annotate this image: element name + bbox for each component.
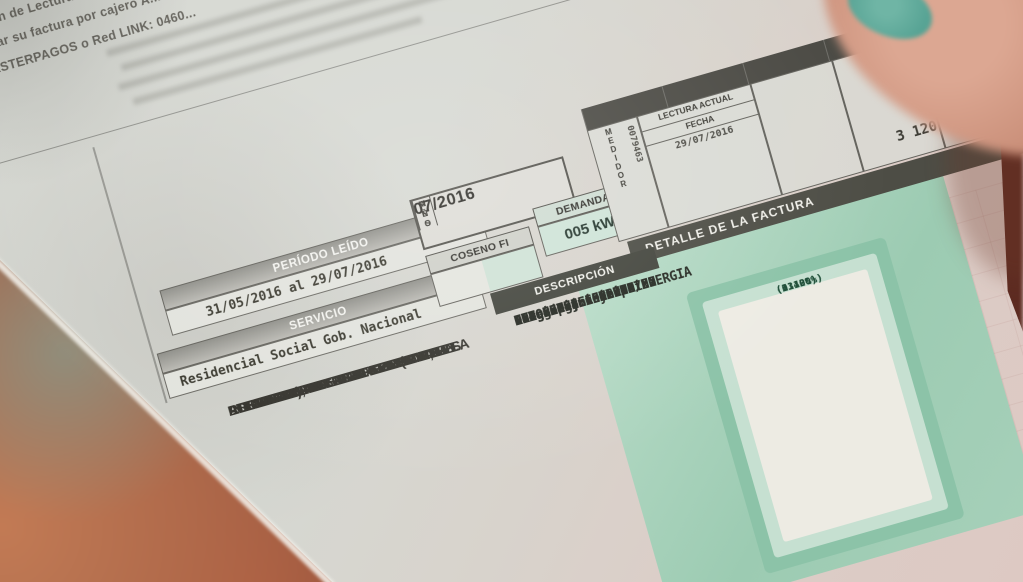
upper-info-box [0,0,590,185]
summary-box-inner-area [717,268,933,543]
